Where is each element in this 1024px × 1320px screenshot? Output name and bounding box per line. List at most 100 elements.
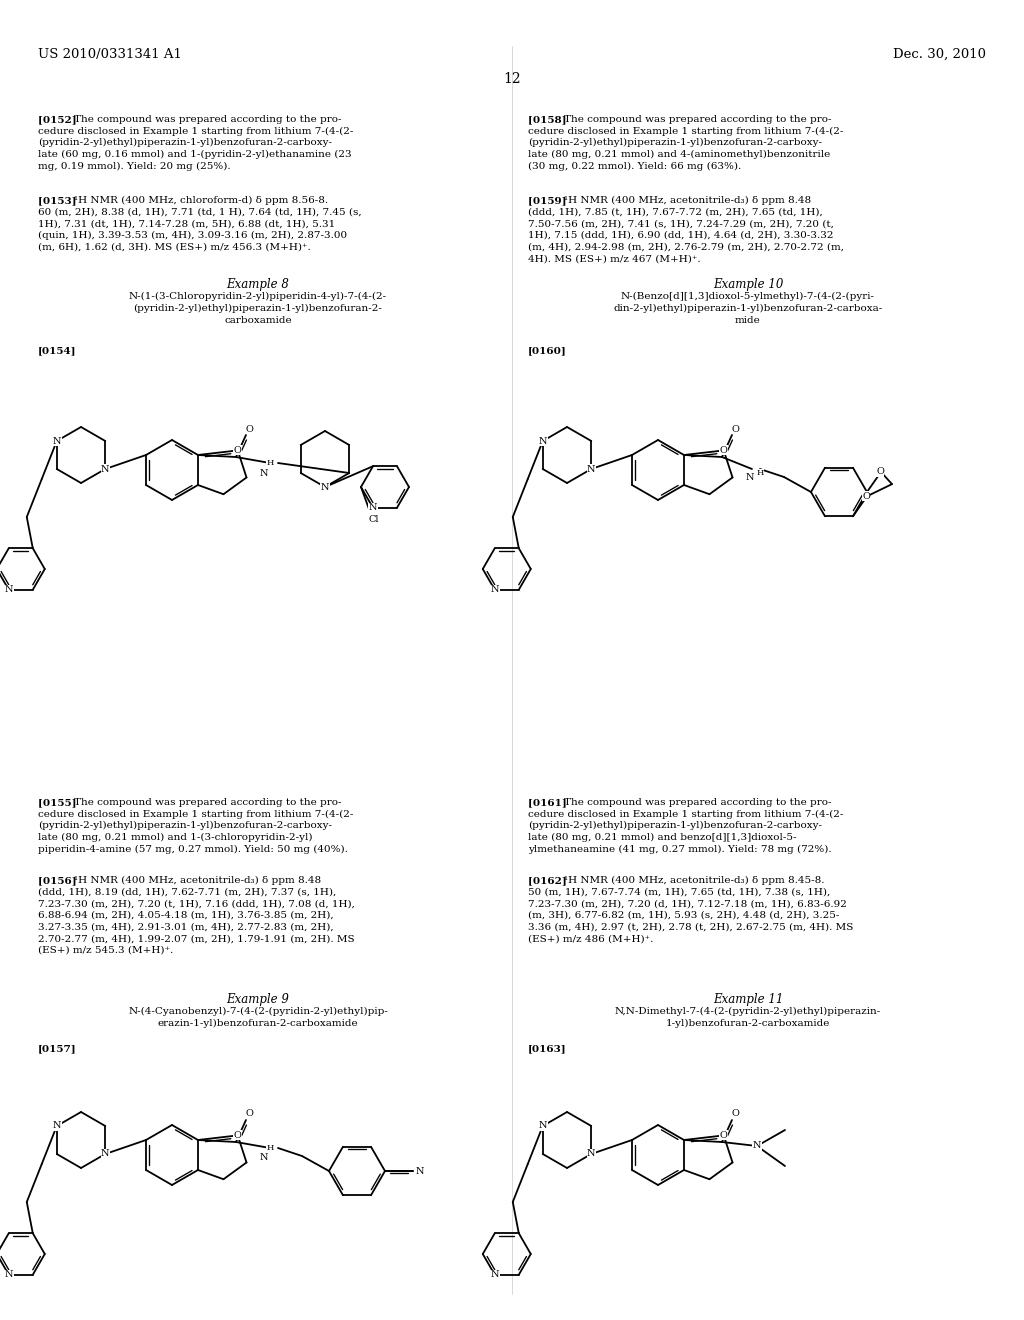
Text: N: N: [4, 585, 13, 594]
Text: The compound was prepared according to the pro-: The compound was prepared according to t…: [74, 115, 341, 124]
Text: (ddd, 1H), 8.19 (dd, 1H), 7.62-7.71 (m, 2H), 7.37 (s, 1H),: (ddd, 1H), 8.19 (dd, 1H), 7.62-7.71 (m, …: [38, 887, 336, 896]
Text: late (80 mg, 0.21 mmol) and benzo[d][1,3]dioxol-5-: late (80 mg, 0.21 mmol) and benzo[d][1,3…: [528, 833, 797, 842]
Text: [0153]: [0153]: [38, 195, 84, 205]
Text: O: O: [245, 1110, 253, 1118]
Text: N: N: [52, 437, 61, 446]
Text: Cl: Cl: [369, 515, 379, 524]
Text: 12: 12: [503, 73, 521, 86]
Text: [0160]: [0160]: [528, 346, 566, 355]
Text: 3.27-3.35 (m, 4H), 2.91-3.01 (m, 4H), 2.77-2.83 (m, 2H),: 3.27-3.35 (m, 4H), 2.91-3.01 (m, 4H), 2.…: [38, 923, 334, 932]
Text: H: H: [757, 469, 764, 477]
Text: [0154]: [0154]: [38, 346, 77, 355]
Text: O: O: [862, 492, 870, 500]
Text: 50 (m, 1H), 7.67-7.74 (m, 1H), 7.65 (td, 1H), 7.38 (s, 1H),: 50 (m, 1H), 7.67-7.74 (m, 1H), 7.65 (td,…: [528, 887, 830, 896]
Text: [0155]: [0155]: [38, 799, 84, 807]
Text: ¹H NMR (400 MHz, acetonitrile-d₃) δ ppm 8.45-8.: ¹H NMR (400 MHz, acetonitrile-d₃) δ ppm …: [564, 876, 824, 886]
Text: [0157]: [0157]: [38, 1044, 77, 1053]
Text: (pyridin-2-yl)ethyl)piperazin-1-yl)benzofuran-2-carboxy-: (pyridin-2-yl)ethyl)piperazin-1-yl)benzo…: [38, 821, 332, 830]
Text: (ES+) m/z 545.3 (M+H)⁺.: (ES+) m/z 545.3 (M+H)⁺.: [38, 945, 173, 954]
Text: [0156]: [0156]: [38, 876, 84, 884]
Text: (m, 4H), 2.94-2.98 (m, 2H), 2.76-2.79 (m, 2H), 2.70-2.72 (m,: (m, 4H), 2.94-2.98 (m, 2H), 2.76-2.79 (m…: [528, 243, 844, 252]
Text: (pyridin-2-yl)ethyl)piperazin-1-yl)benzofuran-2-carboxy-: (pyridin-2-yl)ethyl)piperazin-1-yl)benzo…: [528, 821, 822, 830]
Text: US 2010/0331341 A1: US 2010/0331341 A1: [38, 48, 182, 61]
Text: (m, 6H), 1.62 (d, 3H). MS (ES+) m/z 456.3 (M+H)⁺.: (m, 6H), 1.62 (d, 3H). MS (ES+) m/z 456.…: [38, 243, 310, 252]
Text: O: O: [731, 1110, 739, 1118]
Text: N: N: [587, 465, 596, 474]
Text: Example 8: Example 8: [226, 279, 290, 290]
Text: H: H: [266, 1144, 273, 1152]
Text: N: N: [260, 469, 268, 478]
Text: H: H: [266, 459, 273, 467]
Text: The compound was prepared according to the pro-: The compound was prepared according to t…: [564, 115, 831, 124]
Text: N: N: [101, 1150, 110, 1159]
Text: (30 mg, 0.22 mmol). Yield: 66 mg (63%).: (30 mg, 0.22 mmol). Yield: 66 mg (63%).: [528, 161, 741, 170]
Text: O: O: [245, 425, 253, 433]
Text: [0161]: [0161]: [528, 799, 574, 807]
Text: (ddd, 1H), 7.85 (t, 1H), 7.67-7.72 (m, 2H), 7.65 (td, 1H),: (ddd, 1H), 7.85 (t, 1H), 7.67-7.72 (m, 2…: [528, 207, 822, 216]
Text: 1H), 7.15 (ddd, 1H), 6.90 (dd, 1H), 4.64 (d, 2H), 3.30-3.32: 1H), 7.15 (ddd, 1H), 6.90 (dd, 1H), 4.64…: [528, 231, 834, 240]
Text: N: N: [490, 1270, 499, 1279]
Text: N: N: [416, 1167, 424, 1176]
Text: [0152]: [0152]: [38, 115, 84, 124]
Text: N,N-Dimethyl-7-(4-(2-(pyridin-2-yl)ethyl)piperazin-
1-yl)benzofuran-2-carboxamid: N,N-Dimethyl-7-(4-(2-(pyridin-2-yl)ethyl…: [614, 1007, 881, 1028]
Text: ¹H NMR (400 MHz, acetonitrile-d₃) δ ppm 8.48: ¹H NMR (400 MHz, acetonitrile-d₃) δ ppm …: [564, 195, 811, 205]
Text: The compound was prepared according to the pro-: The compound was prepared according to t…: [564, 799, 831, 807]
Text: Example 11: Example 11: [713, 993, 783, 1006]
Text: N: N: [745, 473, 755, 482]
Text: [0163]: [0163]: [528, 1044, 566, 1053]
Text: 7.50-7.56 (m, 2H), 7.41 (s, 1H), 7.24-7.29 (m, 2H), 7.20 (t,: 7.50-7.56 (m, 2H), 7.41 (s, 1H), 7.24-7.…: [528, 219, 834, 228]
Text: late (80 mg, 0.21 mmol) and 1-(3-chloropyridin-2-yl): late (80 mg, 0.21 mmol) and 1-(3-chlorop…: [38, 833, 312, 842]
Text: (quin, 1H), 3.39-3.53 (m, 4H), 3.09-3.16 (m, 2H), 2.87-3.00: (quin, 1H), 3.39-3.53 (m, 4H), 3.09-3.16…: [38, 231, 347, 240]
Text: O: O: [233, 446, 242, 455]
Text: O: O: [877, 467, 884, 477]
Text: 2.70-2.77 (m, 4H), 1.99-2.07 (m, 2H), 1.79-1.91 (m, 2H). MS: 2.70-2.77 (m, 4H), 1.99-2.07 (m, 2H), 1.…: [38, 935, 354, 942]
Text: 1H), 7.31 (dt, 1H), 7.14-7.28 (m, 5H), 6.88 (dt, 1H), 5.31: 1H), 7.31 (dt, 1H), 7.14-7.28 (m, 5H), 6…: [38, 219, 335, 228]
Text: N: N: [321, 483, 330, 491]
Text: cedure disclosed in Example 1 starting from lithium 7-(4-(2-: cedure disclosed in Example 1 starting f…: [38, 127, 353, 136]
Text: [0158]: [0158]: [528, 115, 573, 124]
Text: N: N: [52, 1122, 61, 1130]
Text: N-(Benzo[d][1,3]dioxol-5-ylmethyl)-7-(4-(2-(pyri-
din-2-yl)ethyl)piperazin-1-yl): N-(Benzo[d][1,3]dioxol-5-ylmethyl)-7-(4-…: [613, 292, 883, 325]
Text: N: N: [101, 465, 110, 474]
Text: cedure disclosed in Example 1 starting from lithium 7-(4-(2-: cedure disclosed in Example 1 starting f…: [38, 809, 353, 818]
Text: N: N: [539, 1122, 547, 1130]
Text: 3.36 (m, 4H), 2.97 (t, 2H), 2.78 (t, 2H), 2.67-2.75 (m, 4H). MS: 3.36 (m, 4H), 2.97 (t, 2H), 2.78 (t, 2H)…: [528, 923, 853, 932]
Text: 60 (m, 2H), 8.38 (d, 1H), 7.71 (td, 1 H), 7.64 (td, 1H), 7.45 (s,: 60 (m, 2H), 8.38 (d, 1H), 7.71 (td, 1 H)…: [38, 207, 361, 216]
Text: N: N: [490, 585, 499, 594]
Text: N: N: [369, 503, 377, 512]
Text: late (60 mg, 0.16 mmol) and 1-(pyridin-2-yl)ethanamine (23: late (60 mg, 0.16 mmol) and 1-(pyridin-2…: [38, 150, 351, 158]
Text: (m, 3H), 6.77-6.82 (m, 1H), 5.93 (s, 2H), 4.48 (d, 2H), 3.25-: (m, 3H), 6.77-6.82 (m, 1H), 5.93 (s, 2H)…: [528, 911, 840, 920]
Text: N: N: [753, 1142, 761, 1151]
Text: [0162]: [0162]: [528, 876, 574, 884]
Text: ylmethaneamine (41 mg, 0.27 mmol). Yield: 78 mg (72%).: ylmethaneamine (41 mg, 0.27 mmol). Yield…: [528, 845, 831, 854]
Text: piperidin-4-amine (57 mg, 0.27 mmol). Yield: 50 mg (40%).: piperidin-4-amine (57 mg, 0.27 mmol). Yi…: [38, 845, 348, 854]
Text: N-(4-Cyanobenzyl)-7-(4-(2-(pyridin-2-yl)ethyl)pip-
erazin-1-yl)benzofuran-2-carb: N-(4-Cyanobenzyl)-7-(4-(2-(pyridin-2-yl)…: [128, 1007, 388, 1028]
Text: The compound was prepared according to the pro-: The compound was prepared according to t…: [74, 799, 341, 807]
Text: late (80 mg, 0.21 mmol) and 4-(aminomethyl)benzonitrile: late (80 mg, 0.21 mmol) and 4-(aminometh…: [528, 150, 830, 158]
Text: (pyridin-2-yl)ethyl)piperazin-1-yl)benzofuran-2-carboxy-: (pyridin-2-yl)ethyl)piperazin-1-yl)benzo…: [38, 139, 332, 148]
Text: (pyridin-2-yl)ethyl)piperazin-1-yl)benzofuran-2-carboxy-: (pyridin-2-yl)ethyl)piperazin-1-yl)benzo…: [528, 139, 822, 148]
Text: Example 10: Example 10: [713, 279, 783, 290]
Text: 7.23-7.30 (m, 2H), 7.20 (d, 1H), 7.12-7.18 (m, 1H), 6.83-6.92: 7.23-7.30 (m, 2H), 7.20 (d, 1H), 7.12-7.…: [528, 899, 847, 908]
Text: ¹H NMR (400 MHz, acetonitrile-d₃) δ ppm 8.48: ¹H NMR (400 MHz, acetonitrile-d₃) δ ppm …: [74, 876, 322, 886]
Text: 7.23-7.30 (m, 2H), 7.20 (t, 1H), 7.16 (ddd, 1H), 7.08 (d, 1H),: 7.23-7.30 (m, 2H), 7.20 (t, 1H), 7.16 (d…: [38, 899, 355, 908]
Text: N: N: [260, 1154, 268, 1163]
Text: O: O: [233, 1131, 242, 1140]
Text: O: O: [731, 425, 739, 433]
Text: Dec. 30, 2010: Dec. 30, 2010: [893, 48, 986, 61]
Text: Example 9: Example 9: [226, 993, 290, 1006]
Text: N: N: [587, 1150, 596, 1159]
Text: N-(1-(3-Chloropyridin-2-yl)piperidin-4-yl)-7-(4-(2-
(pyridin-2-yl)ethyl)piperazi: N-(1-(3-Chloropyridin-2-yl)piperidin-4-y…: [129, 292, 387, 325]
Text: cedure disclosed in Example 1 starting from lithium 7-(4-(2-: cedure disclosed in Example 1 starting f…: [528, 127, 844, 136]
Text: ¹H NMR (400 MHz, chloroform-d) δ ppm 8.56-8.: ¹H NMR (400 MHz, chloroform-d) δ ppm 8.5…: [74, 195, 328, 205]
Text: 4H). MS (ES+) m/z 467 (M+H)⁺.: 4H). MS (ES+) m/z 467 (M+H)⁺.: [528, 255, 700, 263]
Text: cedure disclosed in Example 1 starting from lithium 7-(4-(2-: cedure disclosed in Example 1 starting f…: [528, 809, 844, 818]
Text: mg, 0.19 mmol). Yield: 20 mg (25%).: mg, 0.19 mmol). Yield: 20 mg (25%).: [38, 161, 230, 170]
Text: (ES+) m/z 486 (M+H)⁺.: (ES+) m/z 486 (M+H)⁺.: [528, 935, 653, 942]
Text: N: N: [4, 1270, 13, 1279]
Text: N: N: [539, 437, 547, 446]
Text: O: O: [720, 1131, 728, 1140]
Text: [0159]: [0159]: [528, 195, 573, 205]
Text: 6.88-6.94 (m, 2H), 4.05-4.18 (m, 1H), 3.76-3.85 (m, 2H),: 6.88-6.94 (m, 2H), 4.05-4.18 (m, 1H), 3.…: [38, 911, 334, 920]
Text: O: O: [720, 446, 728, 455]
